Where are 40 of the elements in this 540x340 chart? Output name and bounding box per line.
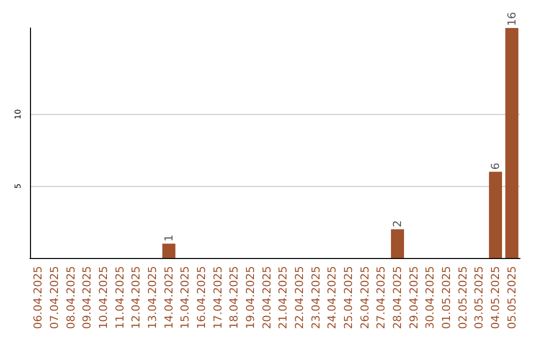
- bar: [488, 172, 502, 258]
- x-tick-label: 27.04.2025: [374, 266, 388, 330]
- y-tick-label: 5: [14, 184, 22, 189]
- x-tick-label: 03.05.2025: [472, 266, 486, 330]
- x-tick-label: 18.04.2025: [228, 266, 241, 330]
- x-tick-label: 14.04.2025: [162, 266, 176, 330]
- x-tick-label: 06.04.2025: [32, 266, 45, 330]
- data-label: 2: [391, 220, 404, 228]
- x-tick-label: 22.04.2025: [293, 266, 306, 330]
- x-tick-label: 09.04.2025: [80, 266, 94, 330]
- x-tick-label: 08.04.2025: [64, 266, 78, 330]
- bar: [390, 229, 404, 258]
- x-tick-label: 19.04.2025: [244, 266, 257, 330]
- x-tick-label: 28.04.2025: [391, 266, 404, 330]
- x-tick-label: 05.05.2025: [505, 266, 518, 330]
- data-label: 6: [489, 162, 502, 170]
- x-tick-label: 15.04.2025: [178, 266, 192, 330]
- x-tick-label: 12.04.2025: [130, 266, 143, 330]
- x-tick-label: 13.04.2025: [146, 266, 159, 330]
- x-tick-label: 02.05.2025: [456, 266, 470, 330]
- x-tick-label: 17.04.2025: [211, 266, 224, 330]
- x-tick-label: 01.05.2025: [440, 266, 453, 330]
- x-tick-label: 07.04.2025: [48, 266, 61, 330]
- x-tick-label: 23.04.2025: [309, 266, 322, 330]
- bar: [505, 28, 518, 258]
- x-tick-label: 25.04.2025: [342, 266, 355, 330]
- x-tick-label: 11.04.2025: [113, 266, 126, 330]
- bar: [162, 244, 176, 258]
- data-label: 1: [162, 234, 176, 242]
- x-tick-label: 10.04.2025: [97, 266, 110, 330]
- data-label: 16: [505, 12, 518, 26]
- x-tick-label: 30.04.2025: [424, 266, 437, 330]
- x-tick-label: 29.04.2025: [407, 266, 420, 330]
- x-tick-label: 20.04.2025: [260, 266, 274, 330]
- x-tick-label: 21.04.2025: [276, 266, 290, 330]
- x-tick-label: 16.04.2025: [195, 266, 208, 330]
- y-tick-label: 10: [14, 109, 22, 120]
- x-tick-label: 04.05.2025: [489, 266, 502, 330]
- x-tick-label: 24.04.2025: [326, 266, 339, 330]
- x-tick-label: 26.04.2025: [358, 266, 372, 330]
